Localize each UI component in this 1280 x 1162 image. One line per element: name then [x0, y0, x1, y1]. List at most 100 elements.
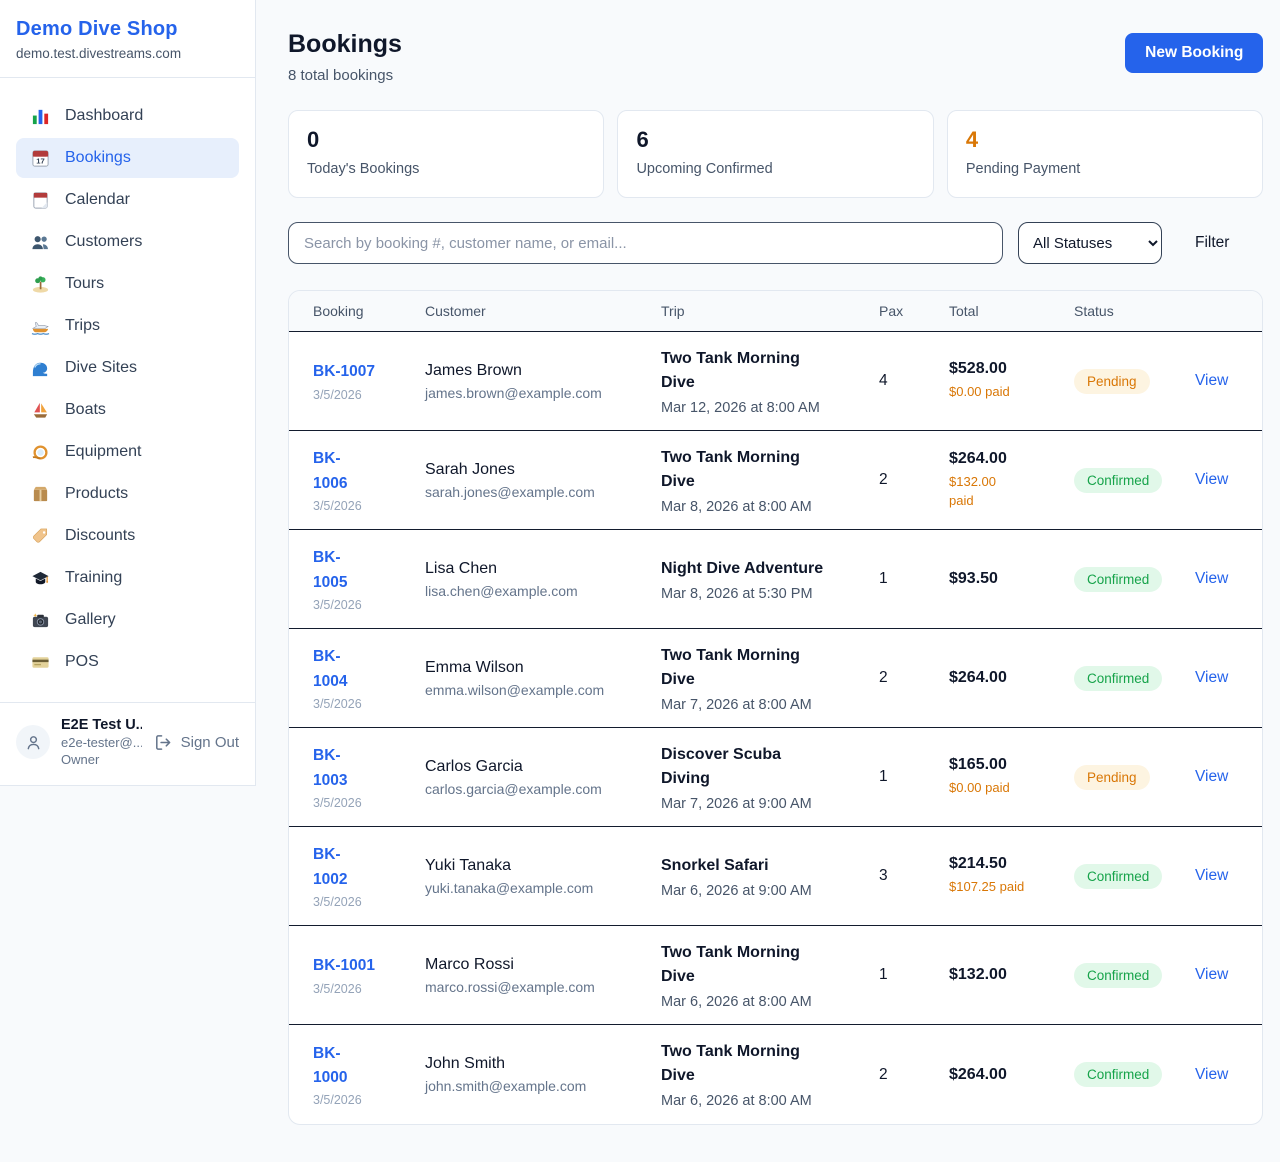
booking-number-link[interactable]: BK- 1002	[313, 846, 348, 888]
paid-amount: $132.00 paid	[949, 473, 996, 509]
sidebar-item-boats[interactable]: Boats	[16, 390, 239, 430]
status-cell: Confirmed	[1074, 1048, 1195, 1101]
booking-number-link[interactable]: BK- 1004	[313, 648, 348, 690]
search-input[interactable]	[288, 222, 1003, 264]
trip-datetime: Mar 6, 2026 at 9:00 AM	[661, 882, 812, 899]
trip-datetime: Mar 7, 2026 at 9:00 AM	[661, 795, 812, 812]
speedboat-icon	[30, 316, 50, 336]
view-link[interactable]: View	[1195, 471, 1229, 488]
sidebar-item-training[interactable]: Training	[16, 558, 239, 598]
action-cell: View	[1195, 556, 1238, 602]
sidebar-item-label: Discounts	[65, 527, 136, 544]
trip-cell: Discover Scuba Diving Mar 7, 2026 at 9:00…	[661, 729, 879, 826]
stat-card: 4 Pending Payment	[946, 110, 1264, 198]
stat-card: 0 Today's Bookings	[288, 110, 605, 198]
sidebar: Demo Dive Shop demo.test.divestreams.com…	[0, 0, 256, 786]
sidebar-item-pos[interactable]: POS	[16, 642, 239, 682]
booking-number-link[interactable]: BK- 1005	[313, 549, 348, 591]
column-header-total: Total	[949, 303, 979, 319]
customer-cell: Yuki Tanaka yuki.tanaka@example.com	[425, 843, 661, 910]
status-cell: Pending	[1074, 355, 1195, 408]
booking-cell: BK- 1004 3/5/2026	[313, 631, 425, 724]
sidebar-item-bookings[interactable]: 17 Bookings	[16, 138, 239, 178]
sidebar-item-label: POS	[65, 653, 99, 670]
table-row: BK- 1002 3/5/2026 Yuki Tanaka yuki.tanaka@e…	[289, 827, 1263, 926]
pax-cell: 1	[879, 966, 888, 983]
trip-datetime: Mar 8, 2026 at 5:30 PM	[661, 585, 813, 602]
view-link[interactable]: View	[1195, 966, 1229, 983]
status-badge: Pending	[1074, 368, 1150, 394]
svg-text:17: 17	[36, 156, 44, 165]
column-header-customer: Customer	[425, 303, 486, 319]
column-header-status: Status	[1074, 303, 1114, 319]
stat-label: Upcoming Confirmed	[636, 161, 773, 177]
customer-name: Carlos Garcia	[425, 757, 523, 775]
sidebar-item-calendar[interactable]: Calendar	[16, 180, 239, 220]
sidebar-item-gallery[interactable]: Gallery	[16, 600, 239, 640]
view-link[interactable]: View	[1195, 1065, 1229, 1083]
view-link[interactable]: View	[1195, 867, 1229, 884]
customer-name: Marco Rossi	[425, 955, 514, 973]
user-email: e2e-tester@...	[61, 735, 142, 750]
sidebar-item-equipment[interactable]: Equipment	[16, 432, 239, 472]
bookings-table: Booking Customer Trip Pax Total Status BK-100…	[288, 290, 1264, 1125]
booking-date: 3/5/2026	[313, 696, 362, 711]
trip-datetime: Mar 7, 2026 at 8:00 AM	[661, 696, 812, 713]
customer-name: Yuki Tanaka	[425, 856, 511, 874]
booking-number-link[interactable]: BK- 1000	[313, 1044, 348, 1086]
page-header: Bookings 8 total bookings New Booking	[288, 30, 1264, 84]
sidebar-item-tours[interactable]: Tours	[16, 264, 239, 304]
booking-date: 3/5/2026	[313, 1093, 362, 1108]
status-badge: Confirmed	[1074, 863, 1163, 889]
booking-cell: BK-1007 3/5/2026	[313, 346, 425, 415]
total-amount: $93.50	[949, 570, 998, 587]
status-cell: Confirmed	[1074, 454, 1195, 507]
sidebar-item-label: Dive Sites	[65, 359, 138, 376]
booking-number-link[interactable]: BK- 1006	[313, 450, 348, 492]
sidebar-item-trips[interactable]: Trips	[16, 306, 239, 346]
sidebar-item-dashboard[interactable]: Dashboard	[16, 96, 239, 136]
table-row: BK- 1000 3/5/2026 John Smith john.smith@exa…	[289, 1025, 1262, 1124]
stat-label: Today's Bookings	[307, 161, 420, 177]
brand-domain: demo.test.divestreams.com	[16, 46, 182, 61]
trip-name: Night Dive Adventure	[661, 559, 824, 577]
new-booking-button[interactable]: New Booking	[1125, 33, 1264, 73]
booking-date: 3/5/2026	[313, 795, 362, 810]
sidebar-item-label: Customers	[65, 233, 143, 250]
table-body: BK-1007 3/5/2026 James Brown james.brown@ex…	[289, 332, 1263, 1124]
island-icon	[30, 274, 50, 294]
pax-cell: 2	[879, 669, 888, 686]
calendar-icon	[30, 190, 50, 210]
pax-cell: 3	[879, 867, 888, 884]
user-info: E2E Test U... e2e-tester@... Owner	[61, 717, 142, 767]
sidebar-item-label: Boats	[65, 401, 106, 418]
customer-email: lisa.chen@example.com	[425, 582, 578, 599]
view-link[interactable]: View	[1195, 669, 1229, 686]
booking-number-link[interactable]: BK- 1003	[313, 747, 348, 789]
sign-out-button[interactable]: Sign Out	[153, 732, 239, 752]
pax-cell: 2	[879, 1065, 888, 1083]
customer-email: sarah.jones@example.com	[425, 483, 595, 500]
stat-value: 0	[307, 127, 320, 152]
view-link[interactable]: View	[1195, 768, 1229, 785]
status-select[interactable]: All Statuses	[1018, 222, 1162, 264]
booking-number-link[interactable]: BK-1007	[313, 363, 376, 381]
tag-icon	[30, 526, 50, 546]
customer-name: Lisa Chen	[425, 559, 498, 577]
sign-out-label: Sign Out	[180, 733, 239, 751]
filter-button[interactable]: Filter	[1195, 234, 1230, 251]
trip-cell: Two Tank Morning Dive Mar 8, 2026 at 8:00…	[661, 432, 879, 529]
sidebar-item-customers[interactable]: Customers	[16, 222, 239, 262]
booking-number-link[interactable]: BK-1001	[313, 957, 376, 975]
view-link[interactable]: View	[1195, 570, 1229, 587]
main-content: Bookings 8 total bookings New Booking 0 T…	[256, 0, 1280, 1125]
action-cell: View	[1195, 952, 1238, 998]
sidebar-item-dive-sites[interactable]: Dive Sites	[16, 348, 239, 388]
sidebar-item-discounts[interactable]: Discounts	[16, 516, 239, 556]
customer-cell: Carlos Garcia carlos.garcia@example.com	[425, 744, 661, 811]
action-cell: View	[1195, 457, 1238, 503]
sidebar-item-products[interactable]: Products	[16, 474, 239, 514]
view-link[interactable]: View	[1195, 372, 1229, 389]
trip-datetime: Mar 6, 2026 at 8:00 AM	[661, 993, 812, 1010]
status-cell: Confirmed	[1074, 949, 1195, 1002]
